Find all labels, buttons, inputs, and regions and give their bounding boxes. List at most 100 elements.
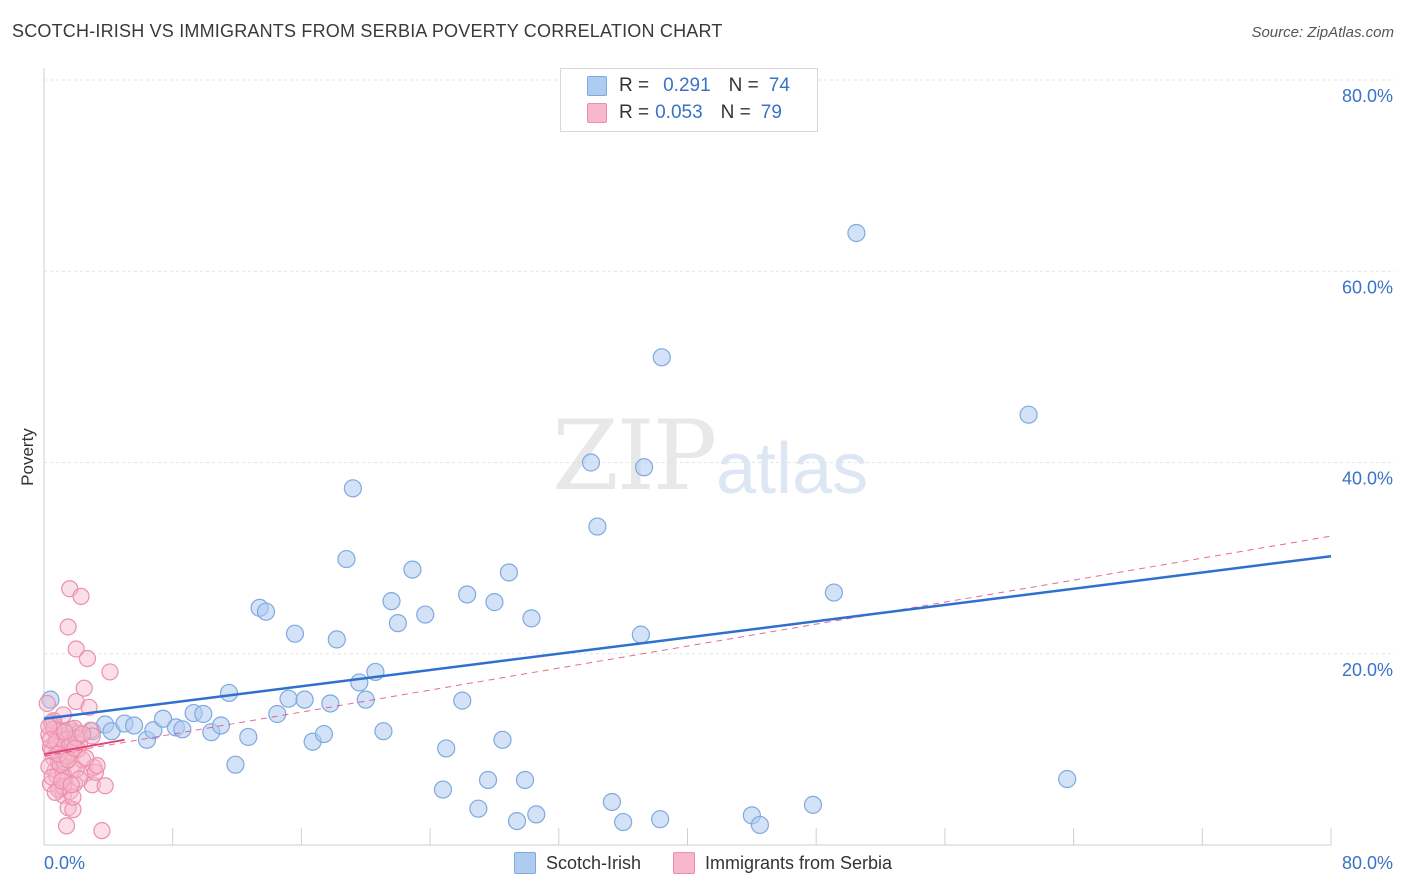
data-point bbox=[327, 630, 346, 649]
tick-labels: 20.0% 40.0% 60.0% 80.0% 0.0% 80.0% bbox=[44, 86, 1393, 873]
y-tick-label: 20.0% bbox=[1342, 660, 1393, 680]
data-point bbox=[337, 549, 356, 569]
legend-row-scotch-irish: R = 0.291 N = 74 bbox=[587, 73, 790, 99]
data-point bbox=[602, 792, 621, 812]
y-tick-label: 40.0% bbox=[1342, 469, 1393, 489]
data-point bbox=[173, 720, 192, 739]
pink-swatch bbox=[587, 103, 607, 123]
data-point bbox=[153, 709, 173, 728]
data-point bbox=[803, 795, 823, 814]
source-label: Source: ZipAtlas.com bbox=[1251, 24, 1394, 41]
x-tick-label: 0.0% bbox=[44, 853, 85, 873]
data-point bbox=[279, 689, 298, 708]
data-point bbox=[53, 772, 71, 790]
data-point bbox=[226, 755, 245, 774]
data-point bbox=[75, 679, 93, 697]
trend-line-serbia bbox=[43, 738, 125, 756]
data-point bbox=[634, 458, 654, 477]
data-point bbox=[64, 801, 82, 819]
series-scotch-irish bbox=[41, 223, 1077, 835]
legend-row-serbia: R = 0.053 N = 79 bbox=[587, 100, 782, 126]
data-point bbox=[314, 724, 334, 744]
data-point bbox=[403, 560, 422, 579]
data-point bbox=[485, 593, 504, 612]
r-value: 0.291 bbox=[663, 75, 711, 96]
n-value: 74 bbox=[768, 75, 790, 96]
axes bbox=[43, 68, 1332, 846]
series-immigrants-from-serbia bbox=[38, 580, 119, 840]
data-point bbox=[59, 618, 77, 636]
data-point bbox=[256, 602, 276, 621]
r-label: R = bbox=[619, 102, 650, 123]
data-point bbox=[824, 583, 843, 602]
y-tick-label: 80.0% bbox=[1342, 86, 1393, 106]
r-value: 0.053 bbox=[655, 102, 703, 123]
data-point bbox=[416, 605, 435, 624]
data-point bbox=[86, 763, 105, 781]
data-point bbox=[350, 673, 369, 692]
data-point bbox=[239, 727, 258, 747]
x-tick-label: 80.0% bbox=[1342, 853, 1393, 873]
stats-legend: R = 0.291 N = 74 R = 0.053 N = 79 bbox=[560, 68, 818, 132]
data-point bbox=[581, 453, 601, 472]
data-point bbox=[527, 805, 546, 824]
data-point bbox=[38, 694, 56, 713]
blue-swatch bbox=[587, 76, 607, 96]
chart-title: SCOTCH-IRISH VS IMMIGRANTS FROM SERBIA P… bbox=[12, 21, 723, 41]
data-point bbox=[78, 649, 97, 668]
data-point bbox=[295, 690, 314, 709]
data-point bbox=[478, 770, 498, 790]
data-point bbox=[285, 624, 305, 643]
data-point bbox=[56, 723, 74, 741]
data-point bbox=[433, 780, 453, 799]
data-point bbox=[219, 683, 239, 703]
data-point bbox=[72, 587, 90, 605]
n-label: N = bbox=[720, 102, 751, 123]
data-point bbox=[80, 698, 98, 716]
data-point bbox=[507, 811, 527, 831]
data-point bbox=[652, 348, 671, 367]
data-point bbox=[437, 739, 456, 758]
data-point bbox=[388, 614, 408, 633]
data-point bbox=[268, 704, 287, 724]
series-legend: Scotch-Irish Immigrants from Serbia bbox=[0, 852, 1406, 874]
grid-lines bbox=[44, 79, 1395, 655]
trend-lines bbox=[43, 535, 1332, 757]
data-point bbox=[64, 788, 82, 806]
data-point bbox=[651, 810, 670, 829]
data-point bbox=[1019, 405, 1038, 424]
data-point bbox=[382, 592, 401, 611]
data-point bbox=[343, 479, 362, 498]
data-point bbox=[453, 691, 472, 710]
legend-label: Immigrants from Serbia bbox=[704, 852, 893, 873]
data-point bbox=[124, 716, 144, 735]
n-label: N = bbox=[728, 75, 759, 96]
legend-item-serbia: Immigrants from Serbia bbox=[672, 852, 893, 874]
data-point bbox=[93, 822, 111, 840]
y-tick-label: 60.0% bbox=[1342, 277, 1393, 297]
data-point bbox=[493, 730, 512, 749]
legend-label: Scotch-Irish bbox=[545, 852, 641, 873]
watermark-atlas: atlas bbox=[716, 429, 869, 509]
data-point bbox=[101, 663, 119, 681]
watermark-zip: ZIP bbox=[552, 400, 717, 512]
blue-swatch bbox=[513, 852, 536, 874]
data-point bbox=[57, 817, 76, 835]
data-point bbox=[631, 625, 650, 644]
data-point bbox=[522, 609, 541, 628]
n-value: 79 bbox=[760, 102, 782, 123]
trend-line-serbia-extended bbox=[43, 535, 1332, 757]
data-point bbox=[458, 585, 477, 604]
data-point bbox=[847, 223, 866, 243]
data-point bbox=[62, 776, 80, 794]
data-point bbox=[41, 731, 60, 749]
data-point bbox=[469, 799, 488, 818]
data-point bbox=[96, 777, 114, 795]
data-point bbox=[374, 722, 393, 741]
data-point bbox=[321, 694, 340, 713]
data-point bbox=[77, 749, 95, 767]
data-point bbox=[515, 770, 535, 790]
data-point bbox=[1058, 769, 1077, 789]
trend-line-scotch-irish bbox=[43, 554, 1332, 721]
